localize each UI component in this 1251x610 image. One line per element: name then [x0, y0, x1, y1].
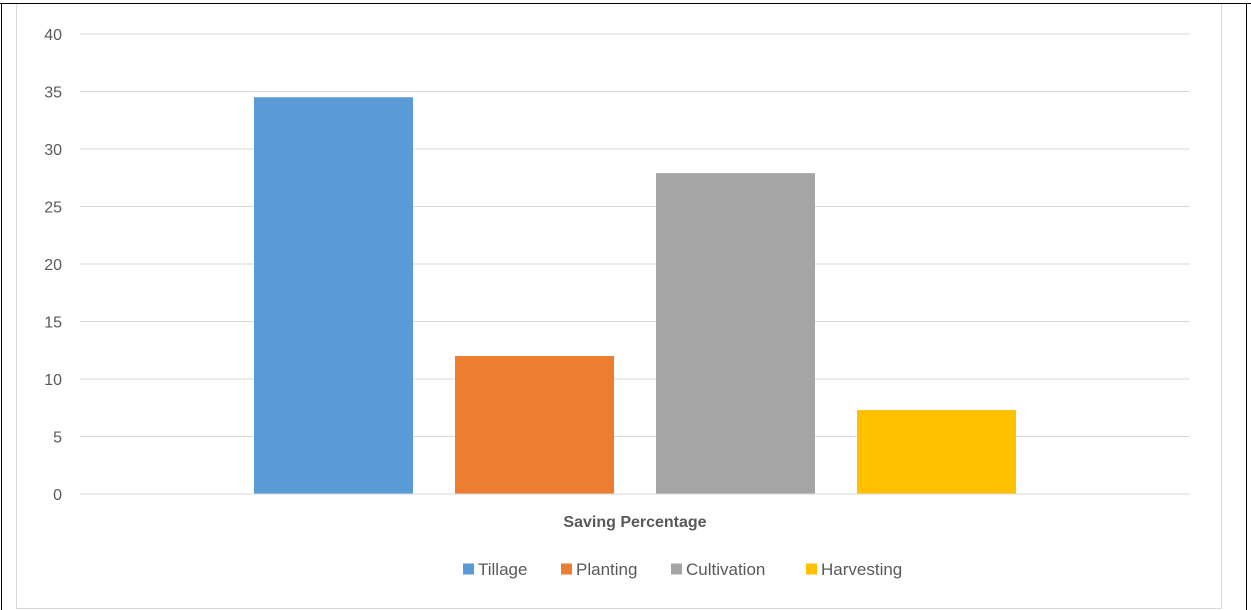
bar-harvesting: [857, 410, 1016, 494]
y-tick-label: 5: [53, 430, 62, 447]
frame-left-border: [1, 3, 2, 610]
y-tick-label: 20: [44, 257, 62, 274]
legend-swatch-harvesting: [806, 563, 817, 575]
legend-label-tillage: Tillage: [478, 560, 527, 579]
legend-swatch-tillage: [463, 563, 474, 575]
gridlines: [80, 33, 1190, 437]
bar-tillage: [254, 97, 413, 494]
y-tick-label: 0: [53, 487, 62, 504]
chart-area-border: [16, 4, 1222, 609]
legend-label-harvesting: Harvesting: [821, 560, 902, 579]
y-tick-label: 15: [44, 315, 62, 332]
frame-right-border: [1246, 3, 1247, 610]
y-tick-label: 10: [44, 372, 62, 389]
bar-planting: [455, 356, 614, 494]
legend-label-cultivation: Cultivation: [686, 560, 765, 579]
y-tick-label: 40: [44, 27, 62, 44]
y-axis-tick-labels: 0 5 10 15 20 25 30 35 40: [44, 27, 62, 504]
frame-top-border: [0, 3, 1251, 4]
y-tick-label: 35: [44, 85, 62, 102]
legend-label-planting: Planting: [576, 560, 637, 579]
legend-swatch-planting: [561, 563, 572, 575]
legend: Tillage Planting Cultivation Harvesting: [463, 560, 902, 579]
y-tick-label: 30: [44, 142, 62, 159]
legend-swatch-cultivation: [671, 563, 682, 575]
bars: [254, 97, 1016, 494]
y-tick-label: 25: [44, 200, 62, 217]
x-axis-title: Saving Percentage: [563, 514, 706, 531]
bar-cultivation: [656, 173, 815, 494]
